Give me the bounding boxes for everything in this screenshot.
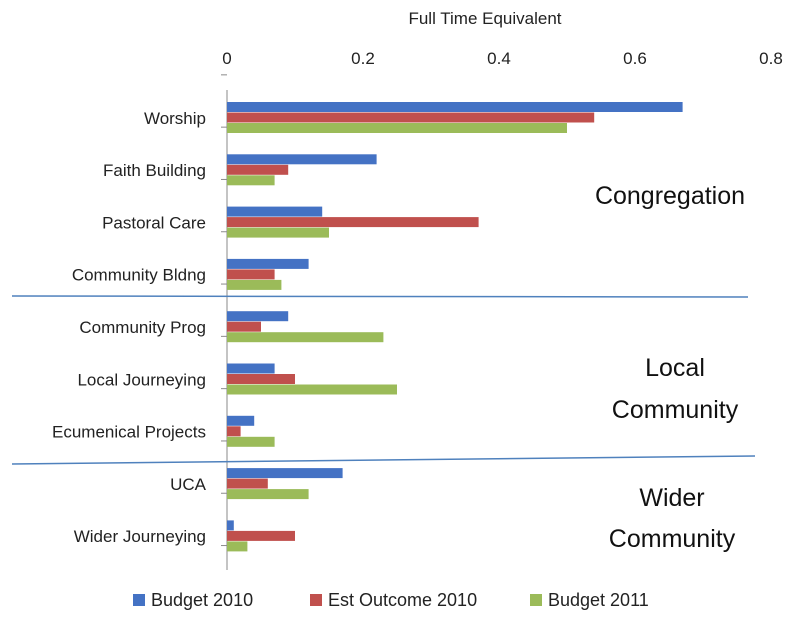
bar-budget-2010-wider-journeying — [227, 520, 234, 531]
bar-budget-2011-pastoral-care — [227, 227, 329, 238]
bar-budget-2010-pastoral-care — [227, 206, 323, 217]
bar-est-outcome-2010-uca — [227, 478, 268, 489]
category-label-community-prog: Community Prog — [79, 318, 206, 337]
category-label-faith-building: Faith Building — [103, 161, 206, 180]
category-label-wider-journeying: Wider Journeying — [74, 527, 206, 546]
bar-budget-2011-community-prog — [227, 332, 384, 343]
legend-swatch-budget-2010 — [133, 594, 145, 606]
group-label-local-community: Community — [612, 396, 739, 424]
bar-est-outcome-2010-worship — [227, 112, 595, 123]
category-label-pastoral-care: Pastoral Care — [102, 213, 206, 232]
bar-budget-2011-wider-journeying — [227, 541, 248, 552]
bar-budget-2011-worship — [227, 123, 567, 133]
bar-budget-2010-uca — [227, 468, 343, 479]
bar-budget-2010-community-bldng — [227, 258, 309, 269]
bar-budget-2010-local-journeying — [227, 363, 275, 374]
x-axis-title: Full Time Equivalent — [408, 9, 561, 28]
bar-budget-2011-uca — [227, 489, 309, 500]
legend-label-est-outcome-2010: Est Outcome 2010 — [328, 590, 477, 610]
x-tick-label: 0 — [222, 49, 231, 68]
bar-budget-2010-faith-building — [227, 154, 377, 165]
bar-budget-2010-community-prog — [227, 311, 289, 322]
group-label-wider-community: Community — [609, 525, 736, 553]
bar-budget-2011-ecumenical-projects — [227, 436, 275, 447]
bar-est-outcome-2010-ecumenical-projects — [227, 426, 241, 437]
bar-est-outcome-2010-faith-building — [227, 164, 289, 175]
bar-est-outcome-2010-community-prog — [227, 321, 261, 332]
bar-budget-2010-worship — [227, 102, 683, 112]
bar-budget-2010-ecumenical-projects — [227, 415, 255, 426]
x-tick-label: 0.4 — [487, 49, 511, 68]
category-label-community-bldng: Community Bldng — [72, 266, 206, 285]
group-label-local-community: Local — [645, 354, 705, 382]
legend-swatch-est-outcome-2010 — [310, 594, 322, 606]
bar-budget-2011-community-bldng — [227, 279, 282, 290]
bar-budget-2011-faith-building — [227, 175, 275, 186]
group-label-congregation: Congregation — [595, 182, 745, 210]
group-divider-line — [11, 455, 756, 465]
legend-swatch-budget-2011 — [530, 594, 542, 606]
category-label-local-journeying: Local Journeying — [77, 370, 206, 389]
legend-label-budget-2011: Budget 2011 — [548, 590, 649, 610]
x-tick-label: 0.8 — [759, 49, 783, 68]
x-tick-label: 0.2 — [351, 49, 375, 68]
x-tick-label: 0.6 — [623, 49, 647, 68]
bar-est-outcome-2010-local-journeying — [227, 374, 295, 384]
bar-est-outcome-2010-pastoral-care — [227, 217, 479, 228]
legend-label-budget-2010: Budget 2010 — [151, 590, 253, 610]
bar-est-outcome-2010-community-bldng — [227, 269, 275, 280]
bar-budget-2011-local-journeying — [227, 384, 397, 395]
category-label-ecumenical-projects: Ecumenical Projects — [52, 423, 206, 442]
group-label-wider-community: Wider — [639, 484, 704, 512]
bar-est-outcome-2010-wider-journeying — [227, 530, 295, 541]
category-label-worship: Worship — [144, 109, 206, 128]
category-label-uca: UCA — [170, 475, 207, 494]
group-divider-line — [11, 295, 749, 298]
